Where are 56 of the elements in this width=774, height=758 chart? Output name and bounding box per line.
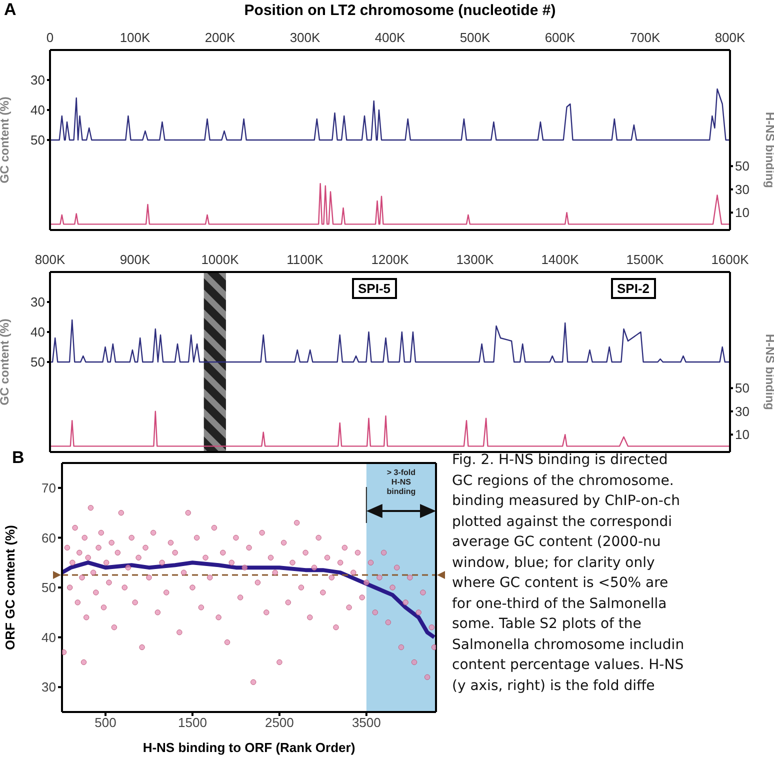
x-tick-label: 1500K — [626, 252, 664, 267]
text: B — [12, 448, 24, 468]
x-tick-label: 800K — [34, 252, 66, 267]
y-tick-label: 50 — [30, 354, 45, 370]
x-tick-label: 3500 — [352, 715, 381, 730]
x-tick-label: 500 — [94, 715, 116, 730]
y2-axis-title: H-NS binding — [762, 334, 774, 410]
line-series — [50, 182, 730, 225]
y-axis-title: ORF GC content (%) — [2, 525, 18, 650]
band-label: > 3-fold H-NS binding — [386, 468, 416, 496]
line-series — [50, 410, 730, 447]
annotation: SPI-2 — [611, 278, 656, 299]
y-tick-label: 60 — [42, 530, 56, 546]
x-tick-label: 1400K — [541, 252, 580, 267]
x-tick-label: 0 — [46, 30, 54, 45]
x-tick-label: 100K — [120, 30, 150, 45]
text: Fig. 2. H-NS binding is directed GC regions of the chromosome. binding measured by ChIP-on-ch plotted against the correspondi average GC content (2000-nu window, blue; for clarity only where GC content is <50% are for one-third of the Salmonella some. Table S2 plots of the Salmonella chromosome includin content percentage values. H-NS (y axis, right) is the fold diffe — [452, 452, 684, 694]
line-series — [50, 88, 730, 141]
x-tick-label: 1000K — [201, 252, 240, 267]
y-tick-label: 40 — [42, 630, 56, 645]
x-tick-label: 1500 — [178, 715, 207, 730]
x-tick-label: 200K — [204, 30, 236, 45]
x-tick-label: 800K — [714, 30, 746, 45]
y-tick-label: 40 — [30, 102, 45, 118]
text: A — [4, 0, 16, 20]
y2-tick-label: 50 — [735, 158, 750, 174]
x-axis-title: Position on LT2 chromosome (nucleotide #) — [243, 2, 557, 19]
x-tick-label: 1200K — [371, 252, 410, 267]
y-tick-label: 50 — [42, 580, 56, 596]
x-tick-label: 1300K — [456, 252, 494, 267]
y2-tick-label: 10 — [735, 205, 750, 220]
x-tick-label: 1100K — [286, 252, 324, 267]
y2-tick-label: 10 — [735, 427, 750, 442]
y-axis-title: GC content (%) — [0, 318, 12, 406]
y-tick-label: 40 — [30, 324, 45, 340]
y-tick-label: 70 — [42, 480, 56, 496]
x-tick-label: 400K — [374, 30, 406, 45]
x-tick-label: 2500 — [264, 715, 294, 730]
x-tick-label: 500K — [460, 30, 490, 45]
annotation: SPI-5 — [352, 278, 397, 299]
y-tick-label: 30 — [30, 72, 45, 88]
y-tick-label: 30 — [30, 294, 45, 310]
y2-tick-label: 30 — [735, 404, 750, 419]
y-axis-title: GC content (%) — [0, 96, 12, 184]
line-series — [50, 319, 730, 363]
x-tick-label: 1600K — [711, 252, 750, 267]
y-tick-label: 30 — [42, 680, 56, 695]
y2-tick-label: 50 — [735, 380, 750, 396]
x-tick-label: 900K — [120, 252, 150, 267]
y-tick-label: 50 — [30, 132, 45, 148]
x-axis-title: H-NS binding to ORF (Rank Order) — [142, 740, 356, 755]
x-tick-label: 700K — [630, 30, 660, 45]
y2-axis-title: H-NS binding — [762, 112, 774, 188]
x-tick-label: 300K — [290, 30, 320, 45]
x-tick-label: 600K — [544, 30, 576, 45]
y2-tick-label: 30 — [735, 182, 750, 197]
